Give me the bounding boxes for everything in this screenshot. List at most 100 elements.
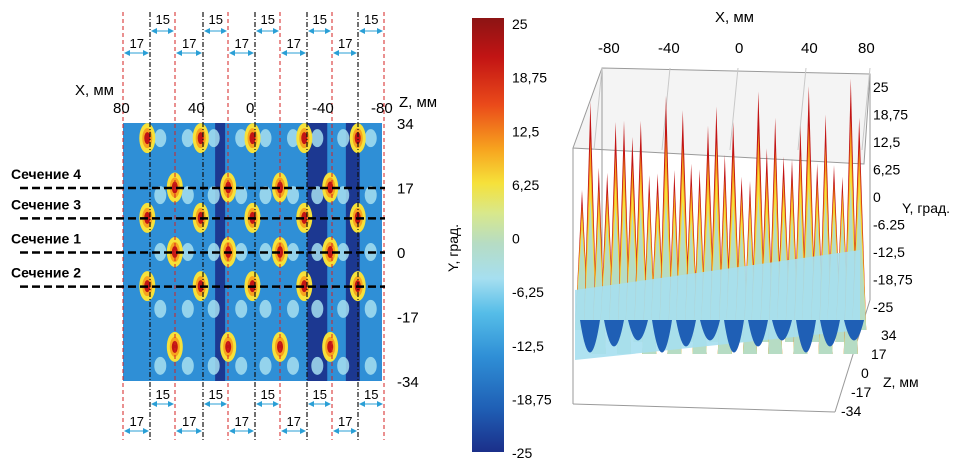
- dimension-label: 17: [338, 414, 352, 429]
- dimension-label: 15: [156, 387, 170, 402]
- surface-x-ticks: -80 -40 0 40 80: [598, 40, 875, 57]
- heatmap-light-cell: [259, 356, 272, 375]
- heatmap-z-tick: 17: [397, 181, 414, 198]
- section-lines: Сечение 4 Сечение 3 Сечение 1 Сечение 2: [11, 166, 385, 288]
- surface-z-tick: -17: [851, 384, 871, 400]
- dimension-label: 15: [364, 12, 378, 27]
- surface-gridline: [593, 67, 603, 151]
- surface-y-tick: 25: [873, 79, 889, 95]
- surface-y-ticks: 25 18,75 12,5 6,25 0 -6.25 -12,5 -18,75 -25: [873, 79, 913, 315]
- surface-x-tick: -80: [598, 40, 620, 57]
- surface-y-tick: 6,25: [873, 162, 900, 178]
- heatmap-x-tick: 40: [188, 100, 205, 117]
- heatmap-x-tick: 80: [113, 100, 130, 117]
- colorbar-tick: 25: [512, 16, 528, 32]
- heatmap-hot-core: [301, 132, 308, 145]
- heatmap-x-tick: 0: [246, 100, 254, 117]
- heatmap-hot-core: [225, 340, 232, 353]
- surface-trough: [772, 320, 792, 341]
- surface-trough: [628, 320, 648, 341]
- heatmap-x-label: X, мм: [75, 82, 114, 99]
- heatmap-light-cell: [311, 186, 324, 205]
- heatmap-light-cell: [259, 299, 272, 318]
- heatmap-x-tick: -80: [371, 100, 393, 117]
- section-label: Сечение 4: [11, 166, 81, 182]
- surface-z-tick: 34: [881, 327, 897, 343]
- heatmap-light-cell: [311, 129, 324, 148]
- surface-x-tick: 40: [801, 40, 818, 57]
- heatmap-light-cell: [235, 129, 248, 148]
- section-label: Сечение 2: [11, 265, 81, 281]
- heatmap-light-cell: [207, 129, 220, 148]
- surface-trough: [652, 320, 672, 353]
- surface-panel: -80 -40 0 40 80 25 18,75 12,5 6,25 0 -6.25 -12,5 -1…: [572, 9, 950, 419]
- surface-y-tick: -25: [873, 299, 893, 315]
- surface-trough: [844, 320, 864, 341]
- surface-y-tick: -6.25: [873, 217, 905, 233]
- heatmap-light-cell: [287, 186, 300, 205]
- surface-trough: [748, 320, 768, 347]
- heatmap-light-cell: [207, 186, 220, 205]
- dimension-label: 15: [313, 387, 327, 402]
- colorbar-tick: -12,5: [512, 338, 544, 354]
- colorbar-tick: 6,25: [512, 177, 539, 193]
- surface-trough: [700, 320, 720, 341]
- colorbar: 25 18,75 12,5 6,25 0 -6,25 -12,5 -18,75 -25 Y, г…: [445, 16, 552, 461]
- surface-y-tick: 12,5: [873, 134, 900, 150]
- heatmap-z-tick: -34: [397, 374, 419, 391]
- heatmap-light-cell: [181, 186, 194, 205]
- heatmap-hot-core: [197, 132, 204, 145]
- heatmap-light-cell: [235, 299, 248, 318]
- dimension-label: 17: [287, 36, 301, 51]
- heatmap-light-cell: [364, 129, 377, 148]
- heatmap-hot-core: [301, 211, 308, 224]
- heatmap-light-cell: [235, 186, 248, 205]
- dimension-label: 17: [130, 414, 144, 429]
- heatmap-z-tick: -17: [397, 310, 419, 327]
- surface-z-label: Z, мм: [883, 374, 919, 390]
- heatmap-light-cell: [235, 356, 248, 375]
- heatmap-light-cell: [337, 243, 350, 261]
- heatmap-light-cell: [337, 356, 350, 375]
- surface-mesh: [575, 78, 867, 360]
- heatmap-light-cell: [311, 299, 324, 318]
- heatmap-panel: 15 17 15 17 15 17 15 17 15 17 15 17 15 17 15 17 15 17 15 17…: [11, 12, 437, 440]
- heatmap-light-cell: [181, 356, 194, 375]
- dimension-label: 17: [235, 36, 249, 51]
- heatmap-dark-band: [215, 123, 226, 381]
- heatmap-light-cell: [287, 129, 300, 148]
- heatmap-light-cell: [154, 356, 167, 375]
- dimension-label: 15: [364, 387, 378, 402]
- dimension-label: 17: [287, 414, 301, 429]
- heatmap-light-cell: [364, 186, 377, 205]
- colorbar-tick: -18,75: [512, 391, 552, 407]
- surface-x-label: X, мм: [715, 9, 754, 26]
- heatmap-light-cell: [337, 299, 350, 318]
- dimension-label: 15: [209, 12, 223, 27]
- heatmap-light-cell: [207, 356, 220, 375]
- colorbar-tick: 18,75: [512, 70, 547, 86]
- dimension-label: 17: [182, 36, 196, 51]
- surface-y-tick: 18,75: [873, 107, 908, 123]
- surface-y-label: Y, град.: [902, 200, 950, 216]
- surface-valley-light: [575, 250, 860, 360]
- surface-gridline: [729, 67, 739, 151]
- dimension-label: 15: [156, 12, 170, 27]
- dimension-label: 15: [209, 387, 223, 402]
- colorbar-tick: 12,5: [512, 123, 539, 139]
- colorbar-ticks: 25 18,75 12,5 6,25 0 -6,25 -12,5 -18,75 -25: [512, 16, 552, 461]
- heatmap-z-ticks: 34 17 0 -17 -34: [397, 116, 419, 391]
- heatmap-z-tick: 0: [397, 245, 405, 262]
- heatmap-x-tick: -40: [312, 100, 334, 117]
- dimension-label: 15: [261, 387, 275, 402]
- dimension-label: 17: [235, 414, 249, 429]
- colorbar-tick: 0: [512, 231, 520, 247]
- colorbar-tick: -25: [512, 445, 532, 461]
- section-label: Сечение 3: [11, 196, 81, 212]
- heatmap-light-cell: [287, 356, 300, 375]
- heatmap-z-label: Z, мм: [399, 94, 437, 111]
- heatmap-light-cell: [287, 243, 300, 261]
- dimension-label: 15: [261, 12, 275, 27]
- heatmap-hot-core: [277, 340, 284, 353]
- surface-trough: [724, 320, 744, 353]
